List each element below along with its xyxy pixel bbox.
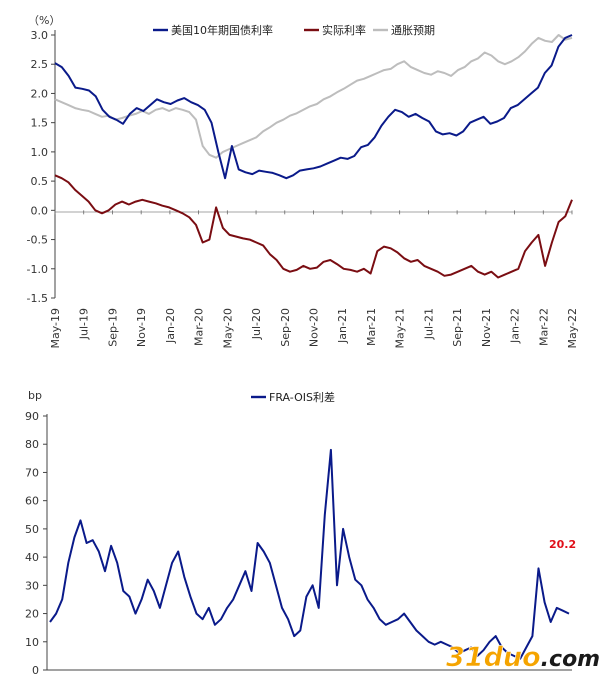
chart1-series-line-0 xyxy=(54,34,573,180)
chart1-y-tick-label: -1.5 xyxy=(27,292,48,305)
chart1-y-tick-label: -1.0 xyxy=(27,263,48,276)
chart2-y-ticks: 90 80 70 60 50 40 30 20 10 0 xyxy=(25,410,47,677)
chart1-x-tick-label: Mar-20 xyxy=(193,308,206,346)
legend-label-inflation: 通胀预期 xyxy=(391,24,435,37)
chart1-x-tick-label: May-19 xyxy=(49,308,62,349)
chart2-unit-label: bp xyxy=(28,389,42,402)
chart2-y-tick-label: 10 xyxy=(25,636,39,649)
chart2-y-tick-label: 60 xyxy=(25,495,39,508)
chart2-y-tick-label: 70 xyxy=(25,466,39,479)
chart-fra-ois: bp FRA-OIS利差 90 80 70 60 50 40 30 20 10 0 20.2 xyxy=(25,389,576,677)
chart1-y-tick-label: 1.0 xyxy=(31,146,49,159)
chart1-x-tick-label: Jul-21 xyxy=(422,308,435,340)
chart2-annotation-last-value: 20.2 xyxy=(549,538,576,551)
chart1-x-tick-label: Jul-19 xyxy=(78,308,91,340)
chart1-x-tick-label: Mar-22 xyxy=(537,308,550,346)
chart1-x-tick-label: Nov-21 xyxy=(480,308,493,347)
chart1-y-tick-label: -0.5 xyxy=(27,234,48,247)
legend-label-treasury: 美国10年期国债利率 xyxy=(171,23,273,37)
chart2-y-tick-label: 0 xyxy=(32,664,39,677)
chart1-series-line-1 xyxy=(54,174,573,279)
chart1-series-line-2 xyxy=(54,34,573,159)
watermark-text-b: .com xyxy=(541,647,600,672)
chart1-y-tick-label: 0.5 xyxy=(31,175,49,188)
chart1-y-tick-label: 2.0 xyxy=(31,87,49,100)
chart1-x-tick-label: Jan-21 xyxy=(336,308,349,344)
chart1-y-ticks: 3.0 2.5 2.0 1.5 1.0 0.5 0.0 -0.5 -1.0 -1.5 xyxy=(27,29,55,305)
chart1-x-tick-label: Nov-20 xyxy=(308,308,321,347)
chart1-x-tick-label: May-20 xyxy=(221,308,234,349)
chart1-x-tick-label: Mar-21 xyxy=(365,308,378,346)
chart1-unit-label: （%） xyxy=(28,14,60,27)
chart1-x-tick-label: Jan-22 xyxy=(509,308,522,344)
chart1-x-tick-label: Sep-20 xyxy=(279,308,292,347)
chart1-x-tick-label: Jul-20 xyxy=(250,308,263,340)
chart1-x-tick-label: May-22 xyxy=(566,308,579,349)
chart1-x-tick-label: Jan-20 xyxy=(164,308,177,344)
chart1-y-tick-label: 0.0 xyxy=(31,204,49,217)
chart2-y-tick-label: 80 xyxy=(25,438,39,451)
chart1-legend: 美国10年期国债利率 实际利率 通胀预期 xyxy=(153,23,435,37)
chart1-y-tick-label: 3.0 xyxy=(31,29,49,42)
chart1-x-tick-label: Sep-19 xyxy=(106,308,119,347)
chart2-y-tick-label: 40 xyxy=(25,551,39,564)
chart1-x-ticks: May-19 Jul-19 Sep-19 Nov-19 Jan-20 Mar-20 May-… xyxy=(49,210,579,349)
chart1-x-tick-label: Nov-19 xyxy=(135,308,148,347)
svg-text:31duo.com: 31duo.com xyxy=(446,642,600,673)
chart2-series xyxy=(49,448,570,660)
chart2-legend: FRA-OIS利差 xyxy=(251,390,335,404)
chart1-y-tick-label: 2.5 xyxy=(31,58,49,71)
legend-label-real-rate: 实际利率 xyxy=(322,23,366,37)
chart1-series xyxy=(54,34,573,279)
chart2-series-line xyxy=(49,448,570,660)
chart1-x-tick-label: May-21 xyxy=(394,308,407,349)
watermark: 31duo.com xyxy=(446,642,600,674)
watermark-text-a: 31duo xyxy=(446,642,541,673)
chart2-y-tick-label: 30 xyxy=(25,579,39,592)
chart2-y-tick-label: 20 xyxy=(25,608,39,621)
chart1-y-tick-label: 1.5 xyxy=(31,117,49,130)
chart2-y-tick-label: 90 xyxy=(25,410,39,423)
chart1-x-tick-label: Sep-21 xyxy=(451,308,464,347)
chart2-y-tick-label: 50 xyxy=(25,523,39,536)
chart-real-rate: （%） 美国10年期国债利率 实际利率 通胀预期 3.0 2.5 2.0 1.5 1.0… xyxy=(27,14,579,349)
legend-label-fra-ois: FRA-OIS利差 xyxy=(269,390,335,404)
